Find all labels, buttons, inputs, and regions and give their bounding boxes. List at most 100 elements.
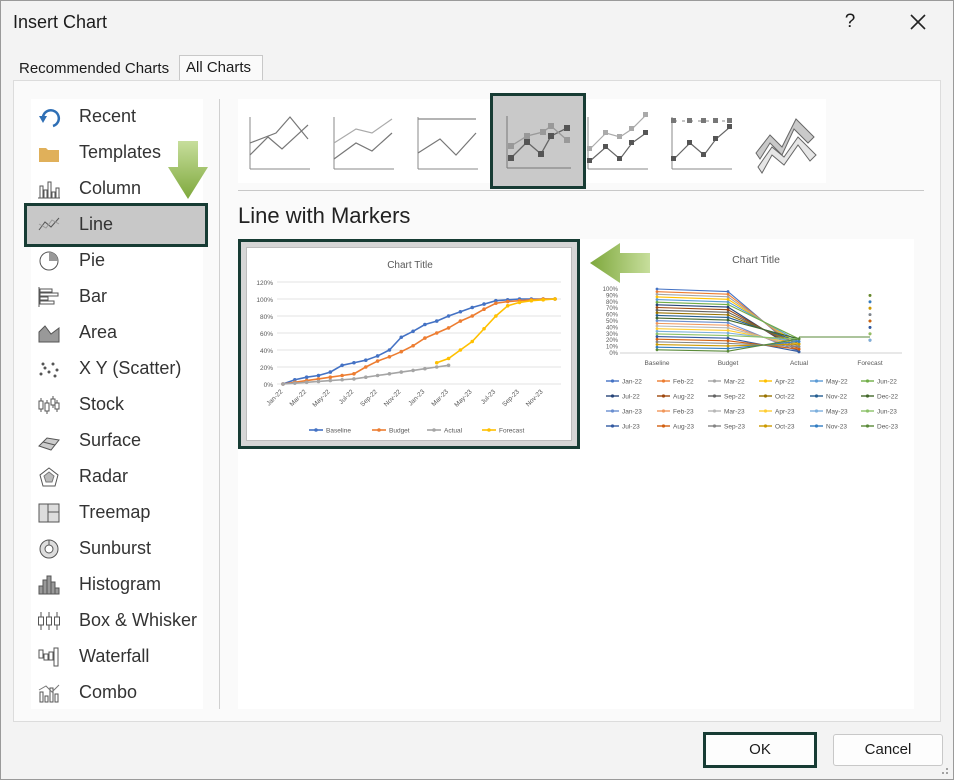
- preview1-marker: [363, 365, 368, 369]
- preview2-marker: [726, 313, 730, 317]
- preview2-marker: [655, 319, 659, 323]
- preview1-y-tick: 40%: [260, 348, 273, 355]
- preview2-forecast-marker: [868, 332, 872, 336]
- sidebar-item-radar[interactable]: Radar: [31, 459, 203, 495]
- sidebar-item-box-whisker[interactable]: Box & Whisker: [31, 603, 203, 639]
- sidebar-item-waterfall[interactable]: Waterfall: [31, 639, 203, 675]
- preview1-marker: [316, 379, 321, 384]
- preview1-marker: [446, 356, 451, 361]
- preview2-forecast-marker: [868, 319, 872, 323]
- preview1-y-tick: 100%: [256, 297, 273, 304]
- sidebar-item-recent[interactable]: Recent: [31, 99, 203, 135]
- preview2-marker: [797, 350, 801, 354]
- preview2-marker: [726, 303, 730, 306]
- sidebar-item-label: Treemap: [79, 502, 151, 522]
- sidebar-item-stock[interactable]: Stock: [31, 387, 203, 423]
- cancel-button[interactable]: Cancel: [833, 734, 943, 766]
- sidebar-item-histogram[interactable]: Histogram: [31, 567, 203, 603]
- subtype-stacked-line-with-markers[interactable]: [580, 103, 656, 179]
- preview2-legend-label: Nov-23: [826, 424, 847, 431]
- preview2-legend-label: Jan-22: [622, 379, 642, 386]
- sidebar-item-area[interactable]: Area: [31, 315, 203, 351]
- subtype-100-stacked-line[interactable]: [410, 103, 486, 179]
- subtype-line[interactable]: [242, 103, 318, 179]
- sidebar-item-surface[interactable]: Surface: [31, 423, 203, 459]
- preview1-marker: [423, 366, 427, 371]
- bar-chart-icon: [38, 287, 59, 307]
- preview2-y-tick: 0%: [609, 351, 618, 357]
- scatter-chart-icon: [39, 362, 59, 378]
- preview2-marker: [797, 342, 801, 346]
- sidebar-item-x-y-scatter-[interactable]: X Y (Scatter): [31, 351, 203, 387]
- 3d-line-subtype-icon: [755, 118, 817, 174]
- preview1-marker: [328, 375, 333, 379]
- sidebar-item-label: Radar: [79, 466, 129, 486]
- preview1-marker: [304, 375, 309, 379]
- undo-icon: [39, 109, 60, 128]
- tab-recommended-charts[interactable]: Recommended Charts: [13, 57, 179, 81]
- sidebar-item-label: Stock: [79, 394, 125, 414]
- preview1-y-tick: 120%: [256, 280, 273, 287]
- resize-grip-icon[interactable]: [939, 765, 949, 775]
- preview-chart-1-svg: Chart Title 0% 20% 40% 60% 80% 100% 120% Jan-22 M…: [256, 260, 561, 435]
- tab-all-charts[interactable]: All Charts: [179, 55, 263, 81]
- preview2-legend-label: Jul-22: [622, 394, 640, 401]
- preview1-x-tick: May-22: [311, 388, 332, 409]
- preview1-legend-marker: [487, 428, 491, 432]
- preview2-marker: [726, 336, 730, 340]
- preview2-title: Chart Title: [732, 254, 780, 266]
- ok-button[interactable]: OK: [703, 732, 817, 768]
- preview2-marker: [726, 344, 730, 348]
- sidebar-item-combo[interactable]: Combo: [31, 675, 203, 711]
- preview2-marker: [726, 347, 730, 350]
- subtype-line-with-markers[interactable]: [490, 93, 586, 189]
- preview2-forecast-marker: [868, 294, 872, 297]
- preview1-marker: [387, 348, 392, 352]
- sidebar-item-treemap[interactable]: Treemap: [31, 495, 203, 531]
- sidebar-item-templates[interactable]: Templates: [31, 135, 203, 171]
- preview2-legend-marker: [865, 379, 870, 383]
- sidebar-item-column[interactable]: Column: [31, 171, 203, 207]
- preview1-marker: [434, 360, 439, 365]
- preview1-marker: [375, 354, 380, 358]
- preview1-x-tick: Mar-22: [289, 388, 309, 408]
- title-bar: Insert Chart ?: [1, 1, 953, 45]
- subtype-100-stacked-line-with-markers[interactable]: [664, 103, 740, 179]
- preview1-x-tick: Jan-22: [265, 388, 284, 407]
- box-whisker-chart-icon: [38, 612, 60, 630]
- preview2-marker: [655, 298, 659, 301]
- preview1-marker: [505, 304, 510, 308]
- preview1-legend-marker: [432, 428, 436, 432]
- sidebar-item-pie[interactable]: Pie: [31, 243, 203, 279]
- preview1-marker: [529, 298, 534, 303]
- preview1-marker: [281, 382, 285, 386]
- waterfall-chart-icon: [38, 647, 59, 667]
- preview1-marker: [494, 301, 498, 306]
- sidebar-item-sunburst[interactable]: Sunburst: [31, 531, 203, 567]
- preview1-marker: [293, 377, 297, 382]
- preview-baseline-budget-actual-forecast[interactable]: Chart Title 0% 20% 40% 60% 80% 100% 120% Jan-22 M…: [238, 239, 580, 449]
- preview1-marker: [316, 373, 321, 378]
- sidebar-item-label: Combo: [79, 682, 138, 702]
- preview1-marker: [411, 329, 415, 334]
- preview2-y-tick: 30%: [606, 332, 619, 338]
- subtype-3d-line[interactable]: [748, 103, 824, 179]
- line-subtype-icon: [249, 116, 310, 170]
- preview2-legend-marker: [865, 409, 870, 413]
- preview2-legend-label: Nov-22: [826, 394, 847, 401]
- preview2-legend-marker: [814, 394, 819, 398]
- sidebar-item-label: Pie: [79, 250, 106, 270]
- subtype-stacked-line[interactable]: [326, 103, 402, 179]
- preview1-x-tick: Nov-22: [383, 388, 403, 408]
- preview2-x-tick: Baseline: [645, 360, 670, 367]
- preview1-marker: [553, 297, 557, 301]
- sidebar-item-label: X Y (Scatter): [79, 358, 182, 378]
- preview2-marker: [655, 327, 659, 331]
- sidebar-item-bar[interactable]: Bar: [31, 279, 203, 315]
- close-button[interactable]: [901, 7, 935, 37]
- preview1-x-tick: Jan-23: [407, 388, 426, 407]
- radar-chart-icon: [39, 467, 59, 487]
- preview1-marker: [411, 343, 415, 348]
- help-button[interactable]: ?: [844, 11, 856, 32]
- sidebar-item-line[interactable]: Line: [24, 203, 208, 247]
